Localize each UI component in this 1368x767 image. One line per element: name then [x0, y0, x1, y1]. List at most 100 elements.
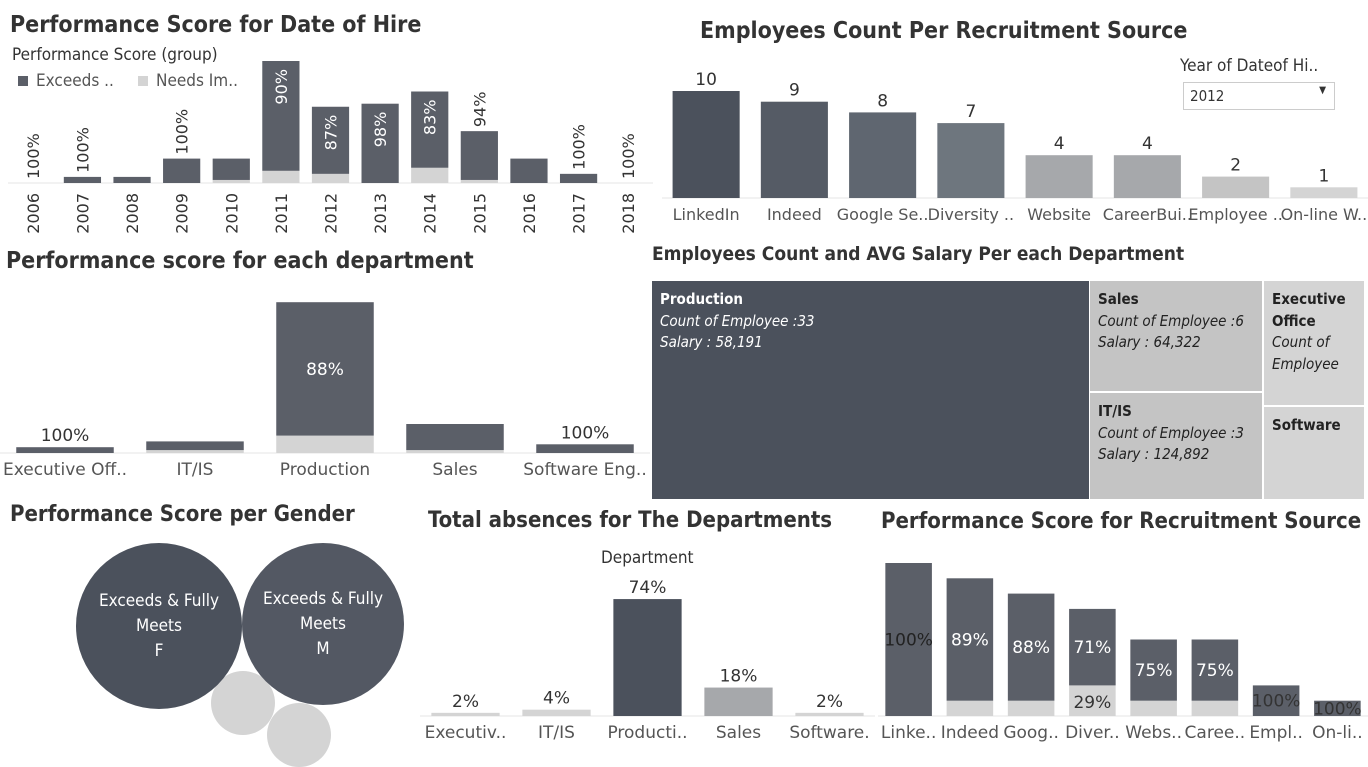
bubble-small-2[interactable] [267, 703, 331, 767]
treemap-sales[interactable]: Sales Count of Employee :6 Salary : 64,322 [1090, 281, 1262, 391]
bar-Executive Off..-s0[interactable] [16, 447, 114, 453]
tick-label: Sales [716, 723, 761, 743]
tick-label: 2008 [123, 193, 142, 234]
tick-label: On-line W.. [1281, 205, 1368, 224]
bar-Software Eng..-s0[interactable] [536, 444, 634, 453]
data-label: 100% [619, 133, 638, 179]
bar-2014-s0[interactable] [411, 91, 449, 168]
absences-header: Department [601, 548, 694, 568]
bar-Diver..-s1[interactable] [1069, 685, 1116, 716]
legend-exceeds-label: Exceeds .. [36, 71, 114, 91]
tick-label: 2011 [272, 193, 291, 234]
data-label: 8 [877, 91, 888, 111]
treemap-software[interactable]: Software [1264, 407, 1364, 499]
bar-2007-s0[interactable] [63, 176, 102, 183]
bar-2015-s1[interactable] [460, 179, 498, 183]
bar-2009-s0[interactable] [163, 158, 201, 183]
legend-needs[interactable]: Needs Im.. [138, 71, 238, 91]
bar-2011-s0[interactable] [262, 61, 300, 171]
bar-2010-s0[interactable] [212, 158, 250, 180]
data-label: 4% [543, 689, 570, 709]
bar-Indeed-s0[interactable] [946, 578, 994, 701]
data-label: 100% [73, 127, 92, 173]
bar-Caree..-s0[interactable] [1191, 639, 1239, 701]
treemap-itis[interactable]: IT/IS Count of Employee :3 Salary : 124,89… [1090, 393, 1262, 499]
bar-Diversity ..[interactable] [937, 123, 1005, 198]
bar-Webs..-s0[interactable] [1130, 639, 1177, 701]
bar-Production-s0[interactable] [276, 302, 374, 436]
bar-Sales[interactable] [704, 687, 773, 716]
tick-label: 2014 [421, 193, 440, 234]
data-label: 4 [1142, 134, 1153, 154]
data-label: 100% [570, 124, 589, 170]
bar-Producti..[interactable] [613, 599, 682, 716]
tick-label: Producti.. [607, 723, 687, 743]
treemap-executive[interactable]: Executive Office Count of Employee [1264, 281, 1364, 405]
bar-Caree..-s1[interactable] [1191, 700, 1239, 716]
data-label: 2% [452, 692, 479, 712]
bar-Goog..-s0[interactable] [1007, 593, 1055, 701]
bar-Linke..-s0[interactable] [885, 563, 932, 716]
tick-label: Executive Off.. [3, 460, 127, 480]
bar-Sales-s0[interactable] [406, 424, 504, 451]
tick-label: 2012 [322, 193, 341, 234]
bar-On-li..-s0[interactable] [1314, 700, 1361, 716]
data-label: 9 [789, 81, 800, 101]
bar-Sales-s1[interactable] [406, 450, 504, 453]
data-label: 88% [306, 360, 344, 380]
tick-label: Indeed [941, 723, 999, 743]
bar-Indeed[interactable] [760, 101, 828, 198]
data-label: 2 [1230, 156, 1241, 176]
bar-CareerBui..[interactable] [1113, 155, 1181, 198]
bar-Website[interactable] [1025, 155, 1093, 198]
bar-Google Se..[interactable] [849, 112, 917, 198]
data-label: 4 [1054, 134, 1065, 154]
tick-label: 2016 [520, 193, 539, 234]
recperf-title: Performance Score for Recruitment Source [881, 509, 1362, 534]
tick-label: Webs.. [1125, 723, 1182, 743]
data-label: 2% [816, 692, 843, 712]
bar-IT/IS[interactable] [522, 709, 591, 716]
bar-2008-s0[interactable] [113, 176, 151, 183]
bar-2012-s0[interactable] [311, 106, 350, 174]
bar-LinkedIn[interactable] [672, 91, 740, 198]
bar-2010-s1[interactable] [212, 179, 250, 183]
tick-label: IT/IS [177, 460, 214, 480]
bar-Employee ..[interactable] [1202, 176, 1270, 198]
data-label: 98% [371, 112, 390, 148]
year-filter-dropdown[interactable]: 2012 ▼ [1183, 82, 1335, 110]
bar-Empl..-s0[interactable] [1252, 685, 1300, 716]
bar-Webs..-s1[interactable] [1130, 700, 1177, 716]
treemap-production[interactable]: Production Count of Employee :33 Salary : … [652, 281, 1089, 499]
bar-On-line W..[interactable] [1290, 187, 1358, 198]
bar-Goog..-s1[interactable] [1007, 700, 1055, 716]
bar-IT/IS-s1[interactable] [146, 450, 244, 453]
tick-label: Caree.. [1185, 723, 1246, 743]
absences-title: Total absences for The Departments [428, 508, 833, 533]
hire-legend-title: Performance Score (group) [12, 45, 218, 65]
hire-chart: 100% 2006 100% 2007 2008 100% 2009 2010 90% 2011 8… [8, 61, 653, 234]
tick-label: IT/IS [538, 723, 575, 743]
bubble-male[interactable]: Exceeds & Fully Meets M [242, 543, 404, 705]
bar-2015-s0[interactable] [460, 131, 498, 180]
bar-IT/IS-s0[interactable] [146, 441, 244, 451]
bubble-female[interactable]: Exceeds & Fully Meets F [76, 543, 242, 709]
bar-2016-s0[interactable] [510, 158, 548, 183]
bar-2014-s1[interactable] [411, 167, 449, 183]
legend-exceeds[interactable]: Exceeds .. [18, 71, 114, 91]
bar-Indeed-s1[interactable] [946, 700, 994, 716]
bar-Executiv..[interactable] [431, 712, 500, 716]
bar-2011-s1[interactable] [262, 170, 300, 183]
bar-Software.[interactable] [795, 712, 864, 716]
bar-2013-s0[interactable] [361, 103, 399, 183]
bar-2012-s1[interactable] [311, 173, 350, 183]
treemap-title: Employees Count and AVG Salary Per each … [652, 243, 1185, 265]
treemap: Production Count of Employee :33 Salary : … [652, 281, 1364, 499]
bar-Diver..-s0[interactable] [1069, 608, 1116, 686]
year-filter-label: Year of Dateof Hi.. [1180, 56, 1319, 76]
bar-Production-s1[interactable] [276, 435, 374, 453]
bubble-small-1[interactable] [211, 671, 275, 735]
source-title: Employees Count Per Recruitment Source [700, 18, 1188, 44]
bar-2017-s0[interactable] [559, 173, 598, 183]
data-label: 100% [1313, 699, 1362, 719]
